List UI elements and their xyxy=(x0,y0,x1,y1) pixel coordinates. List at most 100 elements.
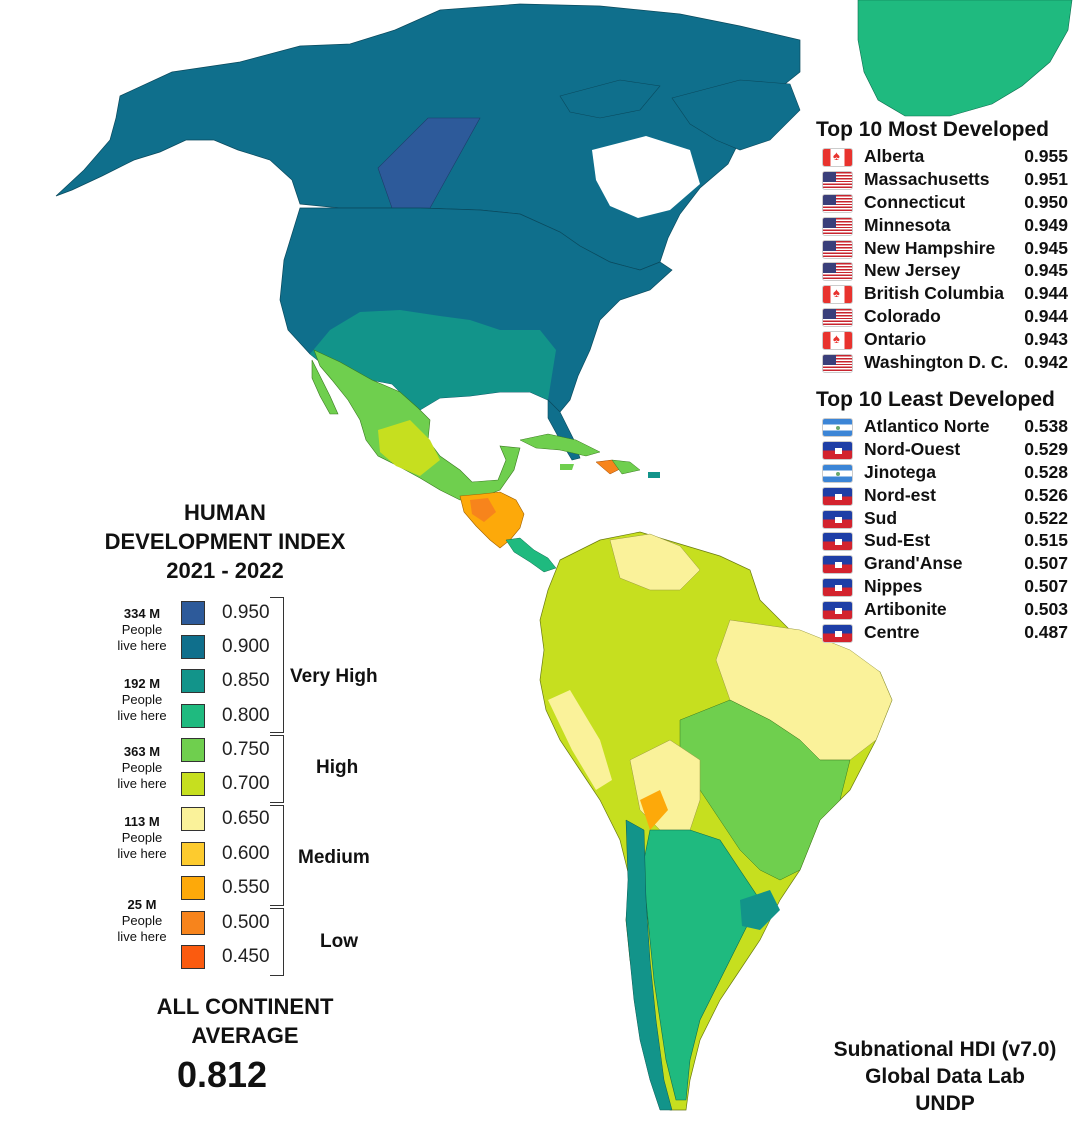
population-value: 363 M xyxy=(123,744,161,759)
legend-value: 0.650 xyxy=(222,808,270,829)
legend-value: 0.500 xyxy=(222,912,270,933)
most-developed-row: New Jersey 0.945 xyxy=(822,259,1072,282)
region-dominican-republic xyxy=(611,459,641,475)
population-text: People xyxy=(121,830,163,845)
canada-flag-icon xyxy=(822,285,853,305)
least-developed-value: 0.528 xyxy=(1024,461,1068,482)
legend-value: 0.450 xyxy=(222,946,270,967)
region-bolivia-orange xyxy=(640,790,668,830)
least-developed-row: Centre 0.487 xyxy=(822,621,1072,644)
least-developed-title: Top 10 Least Developed xyxy=(816,388,1055,411)
region-chile xyxy=(625,819,673,1111)
most-developed-value: 0.945 xyxy=(1024,237,1068,258)
population-text: live here xyxy=(117,638,167,653)
least-developed-value: 0.515 xyxy=(1024,530,1068,551)
population-text: live here xyxy=(117,776,167,791)
legend-swatch-0700 xyxy=(181,772,205,796)
least-developed-row: Atlantico Norte 0.538 xyxy=(822,415,1072,438)
most-developed-name: New Hampshire xyxy=(864,237,996,258)
least-developed-name: Nord-Ouest xyxy=(864,438,961,459)
legend-swatch-0500 xyxy=(181,911,205,935)
least-developed-row: Sud 0.522 xyxy=(822,507,1072,530)
legend-value: 0.700 xyxy=(222,773,270,794)
bracket-high xyxy=(270,735,284,803)
least-developed-name: Sud-Est xyxy=(864,530,931,551)
category-low: Low xyxy=(320,931,358,952)
most-developed-name: Ontario xyxy=(864,329,927,350)
most-developed-name: Massachusetts xyxy=(864,168,990,189)
region-baja xyxy=(311,359,339,415)
least-developed-value: 0.538 xyxy=(1024,416,1068,436)
most-developed-name: Minnesota xyxy=(864,214,951,235)
legend-title-line-2: DEVELOPMENT INDEX xyxy=(104,529,346,554)
least-developed-value: 0.522 xyxy=(1024,507,1068,528)
population-label: 25 M People live here xyxy=(104,897,180,945)
most-developed-row: New Hampshire 0.945 xyxy=(822,237,1072,260)
legend-swatch-0750 xyxy=(181,738,205,762)
least-developed-value: 0.507 xyxy=(1024,553,1068,574)
population-value: 334 M xyxy=(123,606,161,621)
most-developed-row: British Columbia 0.944 xyxy=(822,282,1072,305)
haiti-flag-icon xyxy=(822,440,853,460)
most-developed-name: Connecticut xyxy=(864,191,966,212)
least-developed-name: Nord-est xyxy=(864,484,936,505)
haiti-flag-icon xyxy=(822,555,853,575)
region-mexico xyxy=(313,349,521,501)
source-line-2: Global Data Lab xyxy=(865,1065,1025,1088)
population-text: People xyxy=(121,622,163,637)
legend-value: 0.950 xyxy=(222,602,270,623)
population-text: People xyxy=(121,913,163,928)
average-value: 0.812 xyxy=(176,1054,268,1095)
haiti-flag-icon xyxy=(822,601,853,621)
least-developed-row: Nord-Ouest 0.529 xyxy=(822,438,1072,461)
most-developed-row: Massachusetts 0.951 xyxy=(822,168,1072,191)
least-developed-name: Nippes xyxy=(864,576,923,597)
category-medium: Medium xyxy=(298,847,370,868)
most-developed-value: 0.945 xyxy=(1024,260,1068,281)
most-developed-name: Colorado xyxy=(864,306,941,327)
population-text: People xyxy=(121,760,163,775)
population-label: 334 M People live here xyxy=(104,606,180,654)
legend-swatch-0650 xyxy=(181,807,205,831)
most-developed-name: Washington D. C. xyxy=(864,352,1009,373)
most-developed-row: Washington D. C. 0.942 xyxy=(822,351,1072,374)
usa-flag-icon xyxy=(822,262,853,282)
most-developed-row: Connecticut 0.950 xyxy=(822,191,1072,214)
population-value: 113 M xyxy=(124,814,160,829)
most-developed-name: Alberta xyxy=(864,146,925,166)
source-line-3: UNDP xyxy=(915,1092,975,1115)
source-credit: Subnational HDI (v7.0) Global Data Lab U… xyxy=(800,1036,1080,1117)
usa-flag-icon xyxy=(822,354,853,374)
region-uruguay xyxy=(740,890,780,930)
population-label: 113 M People live here xyxy=(104,814,180,862)
least-developed-value: 0.529 xyxy=(1024,438,1068,459)
hudson-bay xyxy=(592,136,700,218)
region-guatemala xyxy=(470,498,496,522)
usa-flag-icon xyxy=(822,170,853,190)
legend-title-line-3: 2021 - 2022 xyxy=(166,558,284,583)
legend-value: 0.600 xyxy=(222,843,270,864)
average-label: ALL CONTINENT AVERAGE xyxy=(95,992,395,1050)
nicaragua-flag-icon xyxy=(822,418,853,437)
most-developed-value: 0.942 xyxy=(1024,352,1068,373)
average-label-line-2: AVERAGE xyxy=(191,1023,299,1048)
least-developed-value: 0.503 xyxy=(1024,599,1068,620)
legend-value: 0.900 xyxy=(222,636,270,657)
most-developed-name: British Columbia xyxy=(864,283,1005,304)
region-costa-panama xyxy=(505,537,557,573)
region-arctic-islands xyxy=(559,79,661,119)
population-text: People xyxy=(121,692,163,707)
most-developed-row: Ontario 0.943 xyxy=(822,328,1072,351)
most-developed-value: 0.944 xyxy=(1024,283,1068,304)
region-mexico-central xyxy=(378,420,440,476)
legend-swatch-0850 xyxy=(181,669,205,693)
haiti-flag-icon xyxy=(822,486,853,506)
region-puerto-rico xyxy=(648,472,660,478)
least-developed-name: Jinotega xyxy=(864,461,936,482)
region-jamaica xyxy=(560,464,574,470)
legend-value: 0.800 xyxy=(222,705,270,726)
least-developed-row: Jinotega 0.528 xyxy=(822,461,1072,484)
least-developed-row: Sud-Est 0.515 xyxy=(822,529,1072,552)
least-developed-value: 0.487 xyxy=(1024,622,1068,643)
usa-flag-icon xyxy=(822,308,853,328)
